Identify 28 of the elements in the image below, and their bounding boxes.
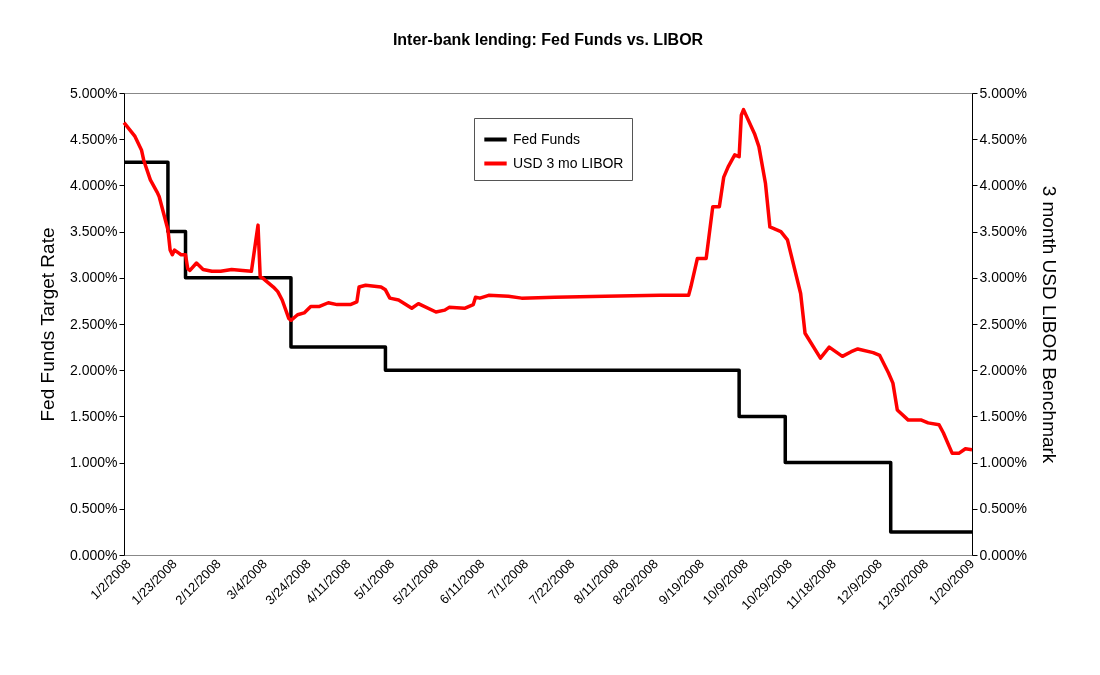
y-axis-title: Fed Funds Target Rate [37, 227, 59, 422]
y-tick-label: 0.500% [70, 500, 118, 517]
chart-title: Inter-bank lending: Fed Funds vs. LIBOR [392, 31, 704, 48]
y2-axis-title: 3 month USD LIBOR Benchmark [1038, 185, 1060, 464]
y2-tick-label: 1.000% [979, 454, 1027, 471]
y2-tick-label: 1.500% [979, 407, 1027, 424]
legend-label: Fed Funds [513, 130, 580, 147]
y2-tick-label: 3.500% [979, 223, 1027, 240]
y2-tick-label: 2.000% [979, 361, 1027, 378]
y-tick-label: 3.500% [70, 223, 118, 240]
y2-tick-label: 4.500% [979, 130, 1027, 147]
y-tick-label: 3.000% [70, 269, 118, 286]
y-tick-label: 4.000% [70, 176, 118, 193]
y-tick-label: 2.500% [70, 315, 118, 332]
y-tick-label: 4.500% [70, 130, 118, 147]
legend-label: USD 3 mo LIBOR [513, 154, 624, 171]
y-tick-label: 5.000% [70, 84, 118, 101]
y2-tick-label: 4.000% [979, 176, 1027, 193]
line-series [122, 107, 974, 456]
y2-tick-label: 3.000% [979, 269, 1027, 286]
y2-tick-label: 0.500% [979, 500, 1027, 517]
y2-tick-label: 2.500% [979, 315, 1027, 332]
y2-tick-label: 5.000% [979, 84, 1027, 101]
y-tick-label: 2.000% [70, 361, 118, 378]
y-tick-label: 1.000% [70, 454, 118, 471]
y-tick-label: 0.000% [70, 546, 118, 563]
y2-tick-label: 0.000% [979, 546, 1027, 563]
y-tick-label: 1.500% [70, 407, 118, 424]
